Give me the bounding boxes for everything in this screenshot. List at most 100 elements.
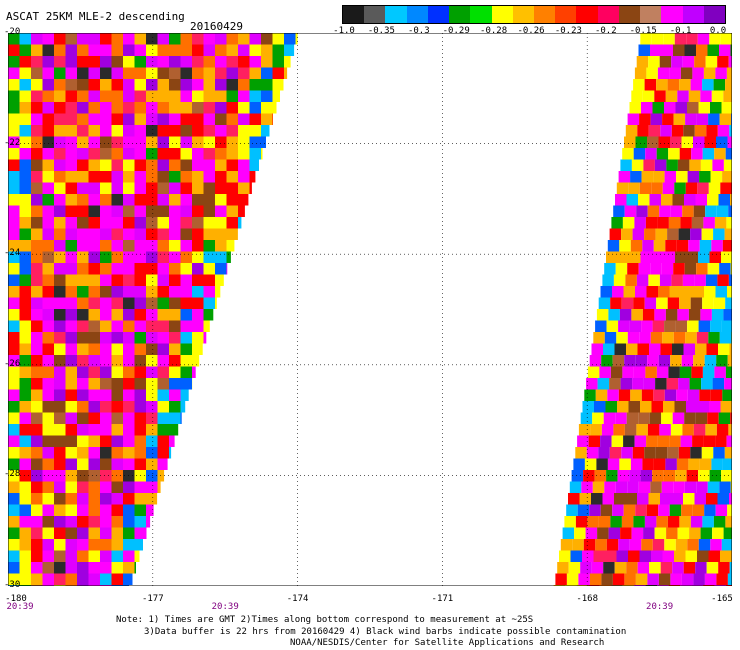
swath-pixel — [660, 562, 673, 574]
swath-pixel — [100, 573, 112, 585]
swath-pixel — [272, 113, 273, 125]
swath-pixel — [8, 527, 20, 539]
swath-pixel — [31, 297, 43, 309]
swath-pixel — [226, 136, 238, 148]
swath-pixel — [42, 217, 54, 229]
swath-pixel — [157, 424, 169, 436]
note-line-2: 3)Data buffer is 22 hrs from 20160429 4)… — [144, 627, 627, 637]
swath-pixel — [249, 102, 261, 114]
swath-pixel — [88, 113, 100, 125]
swath-pixel — [31, 263, 43, 275]
swath-pixel — [31, 240, 43, 252]
swath-pixel — [88, 401, 100, 413]
swath-pixel — [612, 286, 624, 298]
swath-pixel — [31, 332, 43, 344]
swath-pixel — [712, 159, 724, 171]
swath-pixel — [100, 550, 112, 562]
swath-pixel — [636, 424, 648, 436]
swath-pixel — [123, 320, 135, 332]
swath-pixel — [111, 56, 123, 68]
swath-pixel — [670, 424, 683, 436]
swath-pixel — [650, 44, 662, 56]
swath-pixel — [686, 401, 698, 413]
swath-pixel — [669, 504, 682, 516]
swath-pixel — [169, 320, 181, 332]
swath-pixel — [668, 217, 681, 229]
swath-pixel — [723, 527, 732, 539]
swath-pixel — [678, 228, 691, 240]
swath-pixel — [134, 205, 146, 217]
swath-pixel — [635, 573, 648, 585]
swath-pixel — [31, 493, 43, 505]
swath-pixel — [679, 79, 691, 91]
swath-pixel — [687, 320, 699, 332]
swath-pixel — [100, 136, 112, 148]
swath-pixel — [238, 194, 249, 206]
swath-pixel — [606, 470, 618, 482]
swath-pixel — [659, 205, 671, 217]
swath-pixel — [65, 286, 77, 298]
swath-pixel — [665, 309, 678, 321]
swath-pixel — [238, 113, 250, 125]
swath-pixel — [729, 562, 732, 574]
swath-pixel — [169, 136, 181, 148]
swath-pixel — [8, 274, 20, 286]
colorbar-segment — [576, 6, 598, 23]
swath-pixel — [19, 481, 31, 493]
swath-pixel — [719, 481, 731, 493]
swath-pixel — [629, 470, 641, 482]
swath-pixel — [674, 33, 687, 45]
swath-pixel — [662, 332, 674, 344]
colorbar-label: -0.26 — [517, 26, 545, 36]
swath-pixel — [635, 286, 647, 298]
swath-pixel — [272, 44, 284, 56]
swath-pixel — [261, 148, 263, 160]
swath-pixel — [656, 297, 668, 309]
swath-pixel — [88, 44, 100, 56]
swath-pixel — [88, 263, 100, 275]
swath-pixel — [180, 171, 192, 183]
swath-pixel — [77, 539, 89, 551]
swath-pixel — [203, 90, 215, 102]
swath-pixel — [653, 240, 666, 252]
swath-pixel — [676, 458, 689, 470]
swath-pixel — [215, 136, 227, 148]
swath-pixel — [719, 113, 732, 125]
colorbar-label: -0.1 — [669, 26, 692, 36]
swath-pixel — [157, 389, 169, 401]
swath-pixel — [717, 125, 730, 137]
swath-pixel — [620, 159, 632, 171]
swath-pixel — [725, 148, 732, 160]
swath-pixel — [727, 355, 732, 367]
swath-pixel — [616, 550, 628, 562]
swath-pixel — [721, 470, 732, 482]
swath-pixel — [134, 274, 146, 286]
swath-pixel — [134, 366, 146, 378]
swath-pixel — [134, 182, 146, 194]
swath-pixel — [695, 343, 707, 355]
swath-pixel — [54, 378, 66, 390]
swath-pixel — [203, 44, 215, 56]
swath-pixel — [146, 194, 158, 206]
swath-pixel — [169, 148, 181, 160]
product-date: 20160429 — [190, 20, 243, 33]
swath-pixel — [192, 67, 204, 79]
swath-pixel — [606, 320, 619, 332]
swath-pixel — [571, 470, 584, 482]
swath-pixel — [591, 493, 603, 505]
swath-pixel — [180, 332, 192, 344]
swath-pixel — [100, 33, 112, 45]
swath-pixel — [633, 79, 645, 91]
swath-pixel — [54, 539, 66, 551]
swath-pixel — [65, 102, 77, 114]
swath-pixel — [88, 56, 100, 68]
swath-pixel — [575, 516, 588, 528]
swath-pixel — [658, 286, 670, 298]
swath-pixel — [249, 44, 261, 56]
swath-pixel — [641, 171, 654, 183]
swath-pixel — [644, 447, 656, 459]
colorbar-label: 0.0 — [709, 26, 727, 36]
swath-pixel — [88, 332, 100, 344]
swath-pixel — [100, 205, 112, 217]
swath-pixel — [643, 527, 655, 539]
